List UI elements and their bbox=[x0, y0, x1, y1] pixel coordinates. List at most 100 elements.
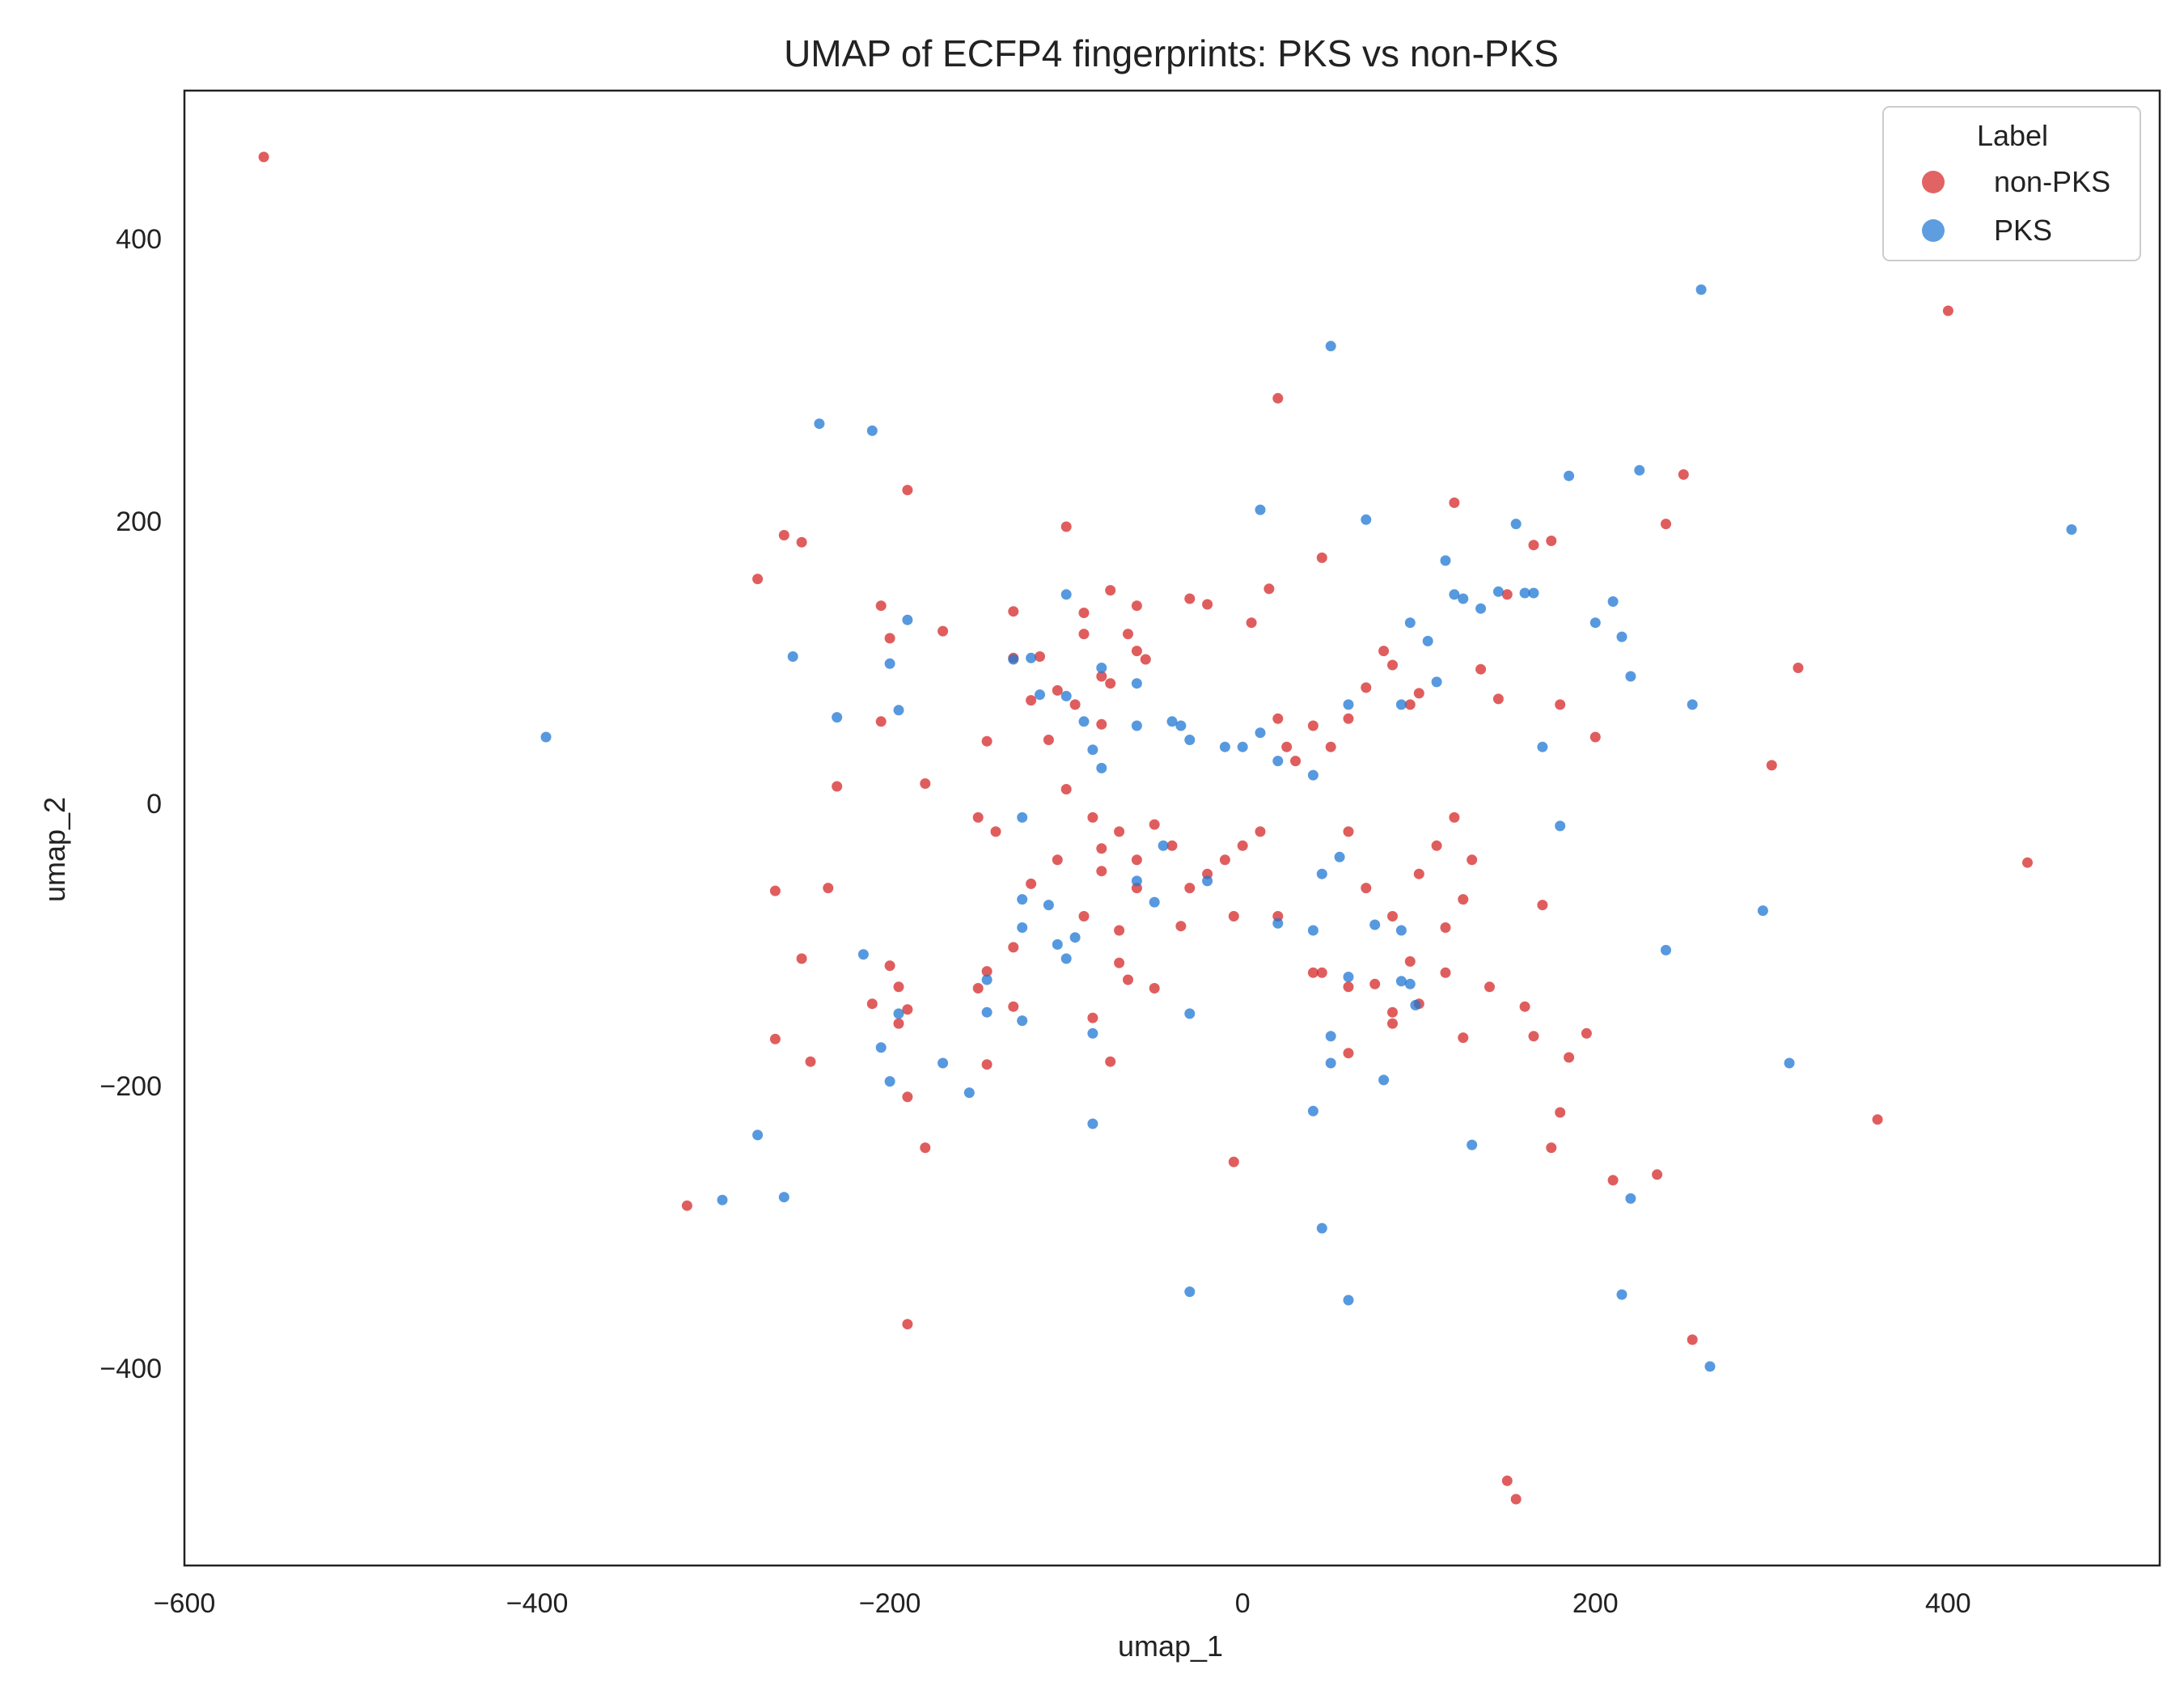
data-point bbox=[1069, 699, 1081, 710]
data-point bbox=[1114, 957, 1125, 968]
data-point bbox=[1581, 1027, 1592, 1039]
data-point bbox=[717, 1194, 728, 1205]
x-tick-label: −200 bbox=[859, 1588, 921, 1619]
data-point bbox=[1757, 905, 1768, 917]
data-point bbox=[1035, 651, 1045, 662]
data-point bbox=[1387, 659, 1398, 671]
data-point bbox=[1008, 1001, 1019, 1012]
data-point bbox=[1484, 981, 1495, 993]
x-tick-label: −600 bbox=[154, 1588, 216, 1619]
data-point bbox=[1158, 840, 1169, 851]
plot-frame bbox=[183, 89, 2161, 1567]
data-point bbox=[1361, 682, 1372, 693]
data-point bbox=[1369, 978, 1381, 989]
data-point bbox=[1404, 617, 1416, 629]
data-point bbox=[902, 614, 913, 625]
data-point bbox=[1237, 741, 1248, 752]
data-point bbox=[1096, 663, 1107, 673]
data-point bbox=[1175, 921, 1187, 932]
y-tick-label: −400 bbox=[99, 1354, 162, 1384]
data-point bbox=[884, 658, 895, 669]
data-point bbox=[1528, 540, 1539, 551]
data-point bbox=[1246, 617, 1257, 629]
data-point bbox=[1616, 631, 1627, 642]
data-point bbox=[1625, 671, 1636, 682]
data-point bbox=[2022, 857, 2033, 868]
data-point bbox=[1026, 652, 1037, 663]
data-point bbox=[1307, 925, 1318, 936]
data-point bbox=[1343, 1294, 1354, 1306]
data-point bbox=[1255, 727, 1266, 739]
legend-label-non-pks: non-PKS bbox=[1994, 165, 2110, 198]
data-point bbox=[1096, 762, 1107, 773]
data-point bbox=[1184, 883, 1196, 894]
data-point bbox=[787, 651, 798, 662]
data-point bbox=[893, 981, 904, 993]
data-point bbox=[893, 1018, 904, 1029]
data-point bbox=[1528, 1031, 1539, 1042]
data-point bbox=[1607, 596, 1619, 607]
data-point bbox=[1387, 911, 1398, 922]
data-point bbox=[1440, 555, 1451, 566]
data-point bbox=[1687, 699, 1698, 710]
data-point bbox=[1316, 967, 1327, 978]
data-point bbox=[1387, 1018, 1398, 1029]
data-point bbox=[902, 1091, 913, 1103]
data-point bbox=[902, 1319, 913, 1330]
data-point bbox=[1272, 756, 1284, 767]
data-point bbox=[1008, 942, 1019, 953]
data-point bbox=[752, 1129, 764, 1141]
data-point bbox=[1395, 699, 1407, 710]
data-point bbox=[938, 1057, 949, 1069]
data-point bbox=[1026, 878, 1037, 889]
data-point bbox=[866, 998, 878, 1010]
data-point bbox=[884, 960, 895, 972]
data-point bbox=[1263, 583, 1275, 595]
data-point bbox=[1123, 629, 1133, 640]
data-point bbox=[866, 425, 878, 436]
data-point bbox=[1492, 693, 1504, 705]
data-point bbox=[258, 151, 269, 163]
data-point bbox=[1060, 521, 1072, 532]
legend-marker-pks bbox=[1922, 219, 1945, 242]
data-point bbox=[1052, 854, 1063, 866]
data-point bbox=[1060, 589, 1072, 600]
data-point bbox=[1316, 1222, 1327, 1234]
legend-label-pks: PKS bbox=[1994, 214, 2052, 247]
data-point bbox=[1096, 718, 1107, 730]
data-point bbox=[884, 633, 895, 644]
data-point bbox=[1017, 894, 1028, 905]
x-tick-label: −400 bbox=[506, 1588, 569, 1619]
data-point bbox=[1361, 883, 1372, 894]
data-point bbox=[814, 418, 825, 430]
data-point bbox=[752, 574, 764, 585]
data-point bbox=[981, 1006, 993, 1018]
data-point bbox=[1695, 284, 1707, 295]
data-point bbox=[1114, 925, 1125, 936]
data-point bbox=[875, 716, 887, 727]
ticks-layer: −600 −400 −200 0 200 400 −400 −200 0 200 400 bbox=[99, 224, 1970, 1619]
data-point bbox=[1131, 678, 1142, 689]
data-point bbox=[1105, 585, 1116, 596]
series-pks bbox=[540, 284, 2077, 1372]
data-point bbox=[1537, 900, 1548, 911]
data-point bbox=[1078, 716, 1090, 727]
data-point bbox=[1661, 944, 1671, 955]
data-point bbox=[1467, 1139, 1478, 1150]
data-point bbox=[823, 883, 834, 894]
series-non-pks bbox=[258, 151, 2033, 1505]
data-point bbox=[832, 781, 843, 792]
data-point bbox=[1449, 497, 1460, 508]
data-point bbox=[1131, 720, 1142, 731]
data-point bbox=[778, 1192, 789, 1203]
data-point bbox=[1184, 593, 1196, 604]
data-point bbox=[1166, 840, 1178, 851]
x-tick-label: 0 bbox=[1235, 1588, 1251, 1619]
data-point bbox=[1043, 900, 1054, 911]
data-point bbox=[1475, 603, 1487, 614]
data-point bbox=[1060, 953, 1072, 964]
data-point bbox=[1413, 868, 1424, 879]
y-tick-label: 400 bbox=[116, 224, 162, 255]
data-point bbox=[1087, 1027, 1098, 1039]
